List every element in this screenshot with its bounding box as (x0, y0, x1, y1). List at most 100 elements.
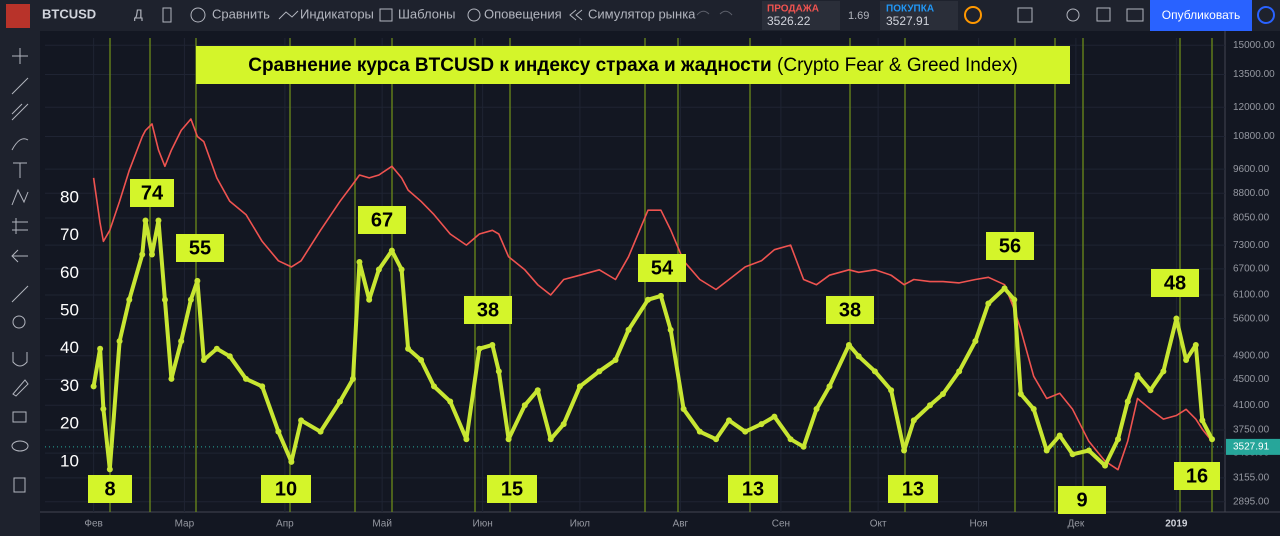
fear-greed-point (97, 345, 104, 352)
fear-greed-point (226, 353, 233, 360)
annotation-box (1058, 486, 1106, 514)
fear-greed-point (398, 266, 405, 273)
fear-greed-point (1011, 296, 1018, 303)
fear-greed-point (1115, 436, 1122, 443)
fear-greed-point (1124, 398, 1131, 405)
crosshair-tool[interactable] (12, 48, 28, 64)
publish-label: Опубликовать (1162, 8, 1240, 22)
trendline-tool[interactable] (11, 77, 29, 95)
compare-button[interactable]: Сравнить (212, 6, 270, 21)
x-tick-label: Дек (1068, 519, 1085, 530)
replay-button[interactable]: Симулятор рынка (588, 6, 696, 21)
fear-greed-point (1147, 387, 1154, 394)
fear-greed-point (667, 326, 674, 333)
y-tick-label: 70 (60, 225, 79, 244)
buy-box[interactable] (880, 1, 958, 30)
back-tool[interactable] (11, 249, 28, 263)
compare-icon[interactable] (190, 7, 206, 23)
annotation-label: 55 (189, 237, 211, 259)
alerts-icon[interactable] (467, 8, 481, 22)
replay-icon[interactable] (569, 9, 583, 21)
fear-greed-point (927, 402, 933, 409)
fear-greed-point (463, 436, 470, 443)
layout-icon[interactable] (1017, 7, 1033, 23)
lock-drawing-tool[interactable] (12, 379, 29, 397)
fear-greed-point (178, 338, 185, 345)
fear-greed-point (259, 383, 266, 390)
fear-greed-point (106, 466, 113, 473)
fear-greed-point (139, 251, 146, 258)
fear-greed-point (337, 398, 343, 405)
info-icon[interactable] (964, 6, 982, 24)
title-main: Сравнение курса BTCUSD к индексу страха … (248, 55, 772, 76)
y-tick-label: 30 (60, 376, 79, 395)
y-tick-label: 80 (60, 187, 79, 206)
fear-greed-point (168, 375, 175, 382)
annotation-label: 67 (371, 209, 393, 231)
chart-style-icon[interactable] (162, 7, 172, 23)
x-tick-label: Июн (473, 519, 493, 530)
y-tick-label: 20 (60, 414, 79, 433)
fear-greed-point (298, 417, 305, 424)
annotation-label: 48 (1164, 272, 1186, 294)
templates-icon[interactable] (379, 8, 393, 22)
y2-tick-label: 5600.00 (1233, 313, 1270, 324)
fear-greed-point (213, 345, 220, 352)
fear-greed-point (447, 398, 454, 405)
alerts-button[interactable]: Оповещения (484, 6, 562, 21)
y-tick-label: 10 (60, 451, 79, 470)
x-tick-label: Апр (276, 519, 294, 530)
pitchfork-tool[interactable] (11, 103, 29, 121)
fear-greed-point (148, 251, 155, 258)
drawing-tools[interactable] (11, 48, 29, 493)
x-tick-label: Май (372, 519, 392, 530)
fear-greed-point (813, 406, 820, 413)
replay-play[interactable] (1257, 6, 1275, 24)
brush-tool[interactable] (11, 138, 29, 151)
fear-greed-point (1043, 447, 1050, 454)
annotation-box (728, 475, 778, 503)
pattern-tool[interactable] (11, 188, 29, 206)
y2-tick-label: 8800.00 (1233, 188, 1270, 199)
avatar[interactable] (6, 4, 30, 28)
indicators-icon[interactable] (278, 10, 299, 20)
fear-greed-point (910, 417, 917, 424)
text-tool[interactable] (13, 162, 27, 178)
fear-greed-point (100, 406, 107, 413)
lock-tool[interactable] (12, 411, 27, 423)
magnet-tool[interactable] (12, 352, 28, 367)
templates-button[interactable]: Шаблоны (398, 6, 456, 21)
fear-greed-point (871, 368, 878, 375)
fear-greed-point (855, 353, 862, 360)
fear-greed-point (771, 413, 778, 420)
settings-icon[interactable] (1066, 8, 1080, 22)
sell-box[interactable] (762, 1, 840, 30)
annotation-box (638, 254, 686, 282)
fear-greed-point (596, 368, 603, 375)
fear-greed-point (161, 296, 168, 303)
annotation-box (888, 475, 938, 503)
delete-tool[interactable] (13, 477, 26, 493)
last-price-label: 3527.91 (1233, 442, 1270, 453)
fear-greed-point (726, 417, 733, 424)
annotation-box (261, 475, 311, 503)
y2-tick-label: 3750.00 (1233, 425, 1270, 436)
x-tick-label: Авг (673, 519, 689, 530)
fullscreen-icon[interactable] (1096, 7, 1111, 22)
symbol[interactable]: BTCUSD (42, 6, 96, 21)
fear-greed-point (275, 428, 282, 435)
visibility-tool[interactable] (11, 440, 29, 452)
fear-greed-point (194, 277, 201, 284)
snapshot-icon[interactable] (1126, 8, 1144, 22)
fear-greed-point (625, 326, 632, 333)
indicators-button[interactable]: Индикаторы (300, 6, 374, 21)
measure-tool[interactable] (11, 285, 29, 303)
fear-greed-point (521, 402, 528, 409)
y2-tick-label: 10800.00 (1233, 131, 1275, 142)
forecast-tool[interactable] (12, 218, 28, 234)
zoom-tool[interactable] (12, 315, 26, 329)
annotation-label: 74 (141, 182, 164, 204)
undo-redo[interactable] (696, 10, 733, 16)
interval[interactable]: Д (134, 6, 143, 21)
publish-button[interactable] (1150, 0, 1252, 31)
